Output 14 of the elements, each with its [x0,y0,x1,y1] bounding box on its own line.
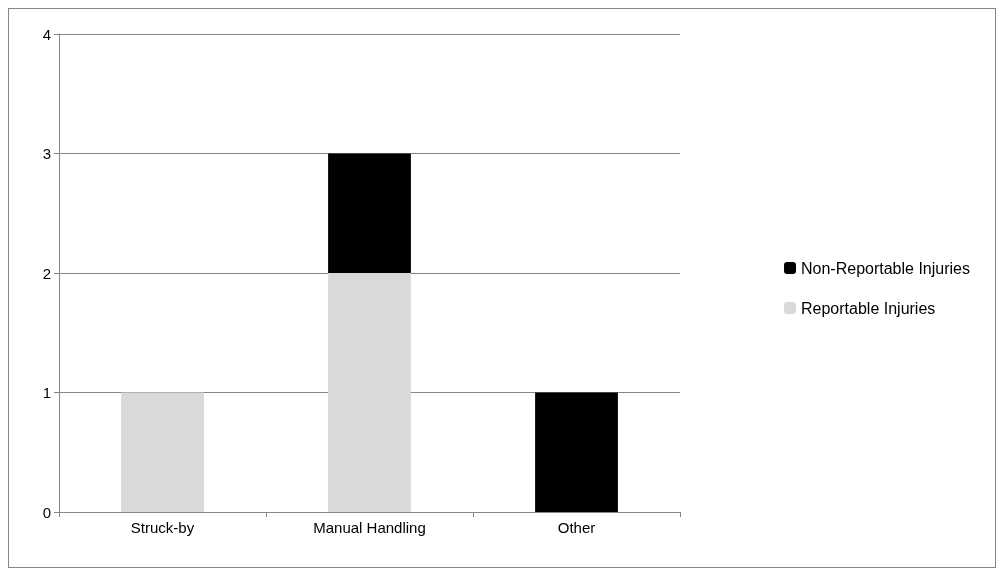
bar [535,392,618,512]
y-tick-label: 2 [42,264,51,282]
x-tick-label: Other [557,519,596,536]
legend-label: Non-Reportable Injuries [801,259,971,277]
x-tick-label: Struck-by [130,519,195,536]
legend-label: Reportable Injuries [801,299,936,317]
bar [328,153,411,273]
y-tick-label: 3 [42,145,51,162]
x-tick-label: Manual Handling [313,519,426,536]
y-tick-label: 0 [42,503,51,521]
bar [121,392,204,512]
y-tick-label: 1 [42,384,51,401]
bar [328,273,411,512]
y-tick-label: 4 [42,25,51,43]
